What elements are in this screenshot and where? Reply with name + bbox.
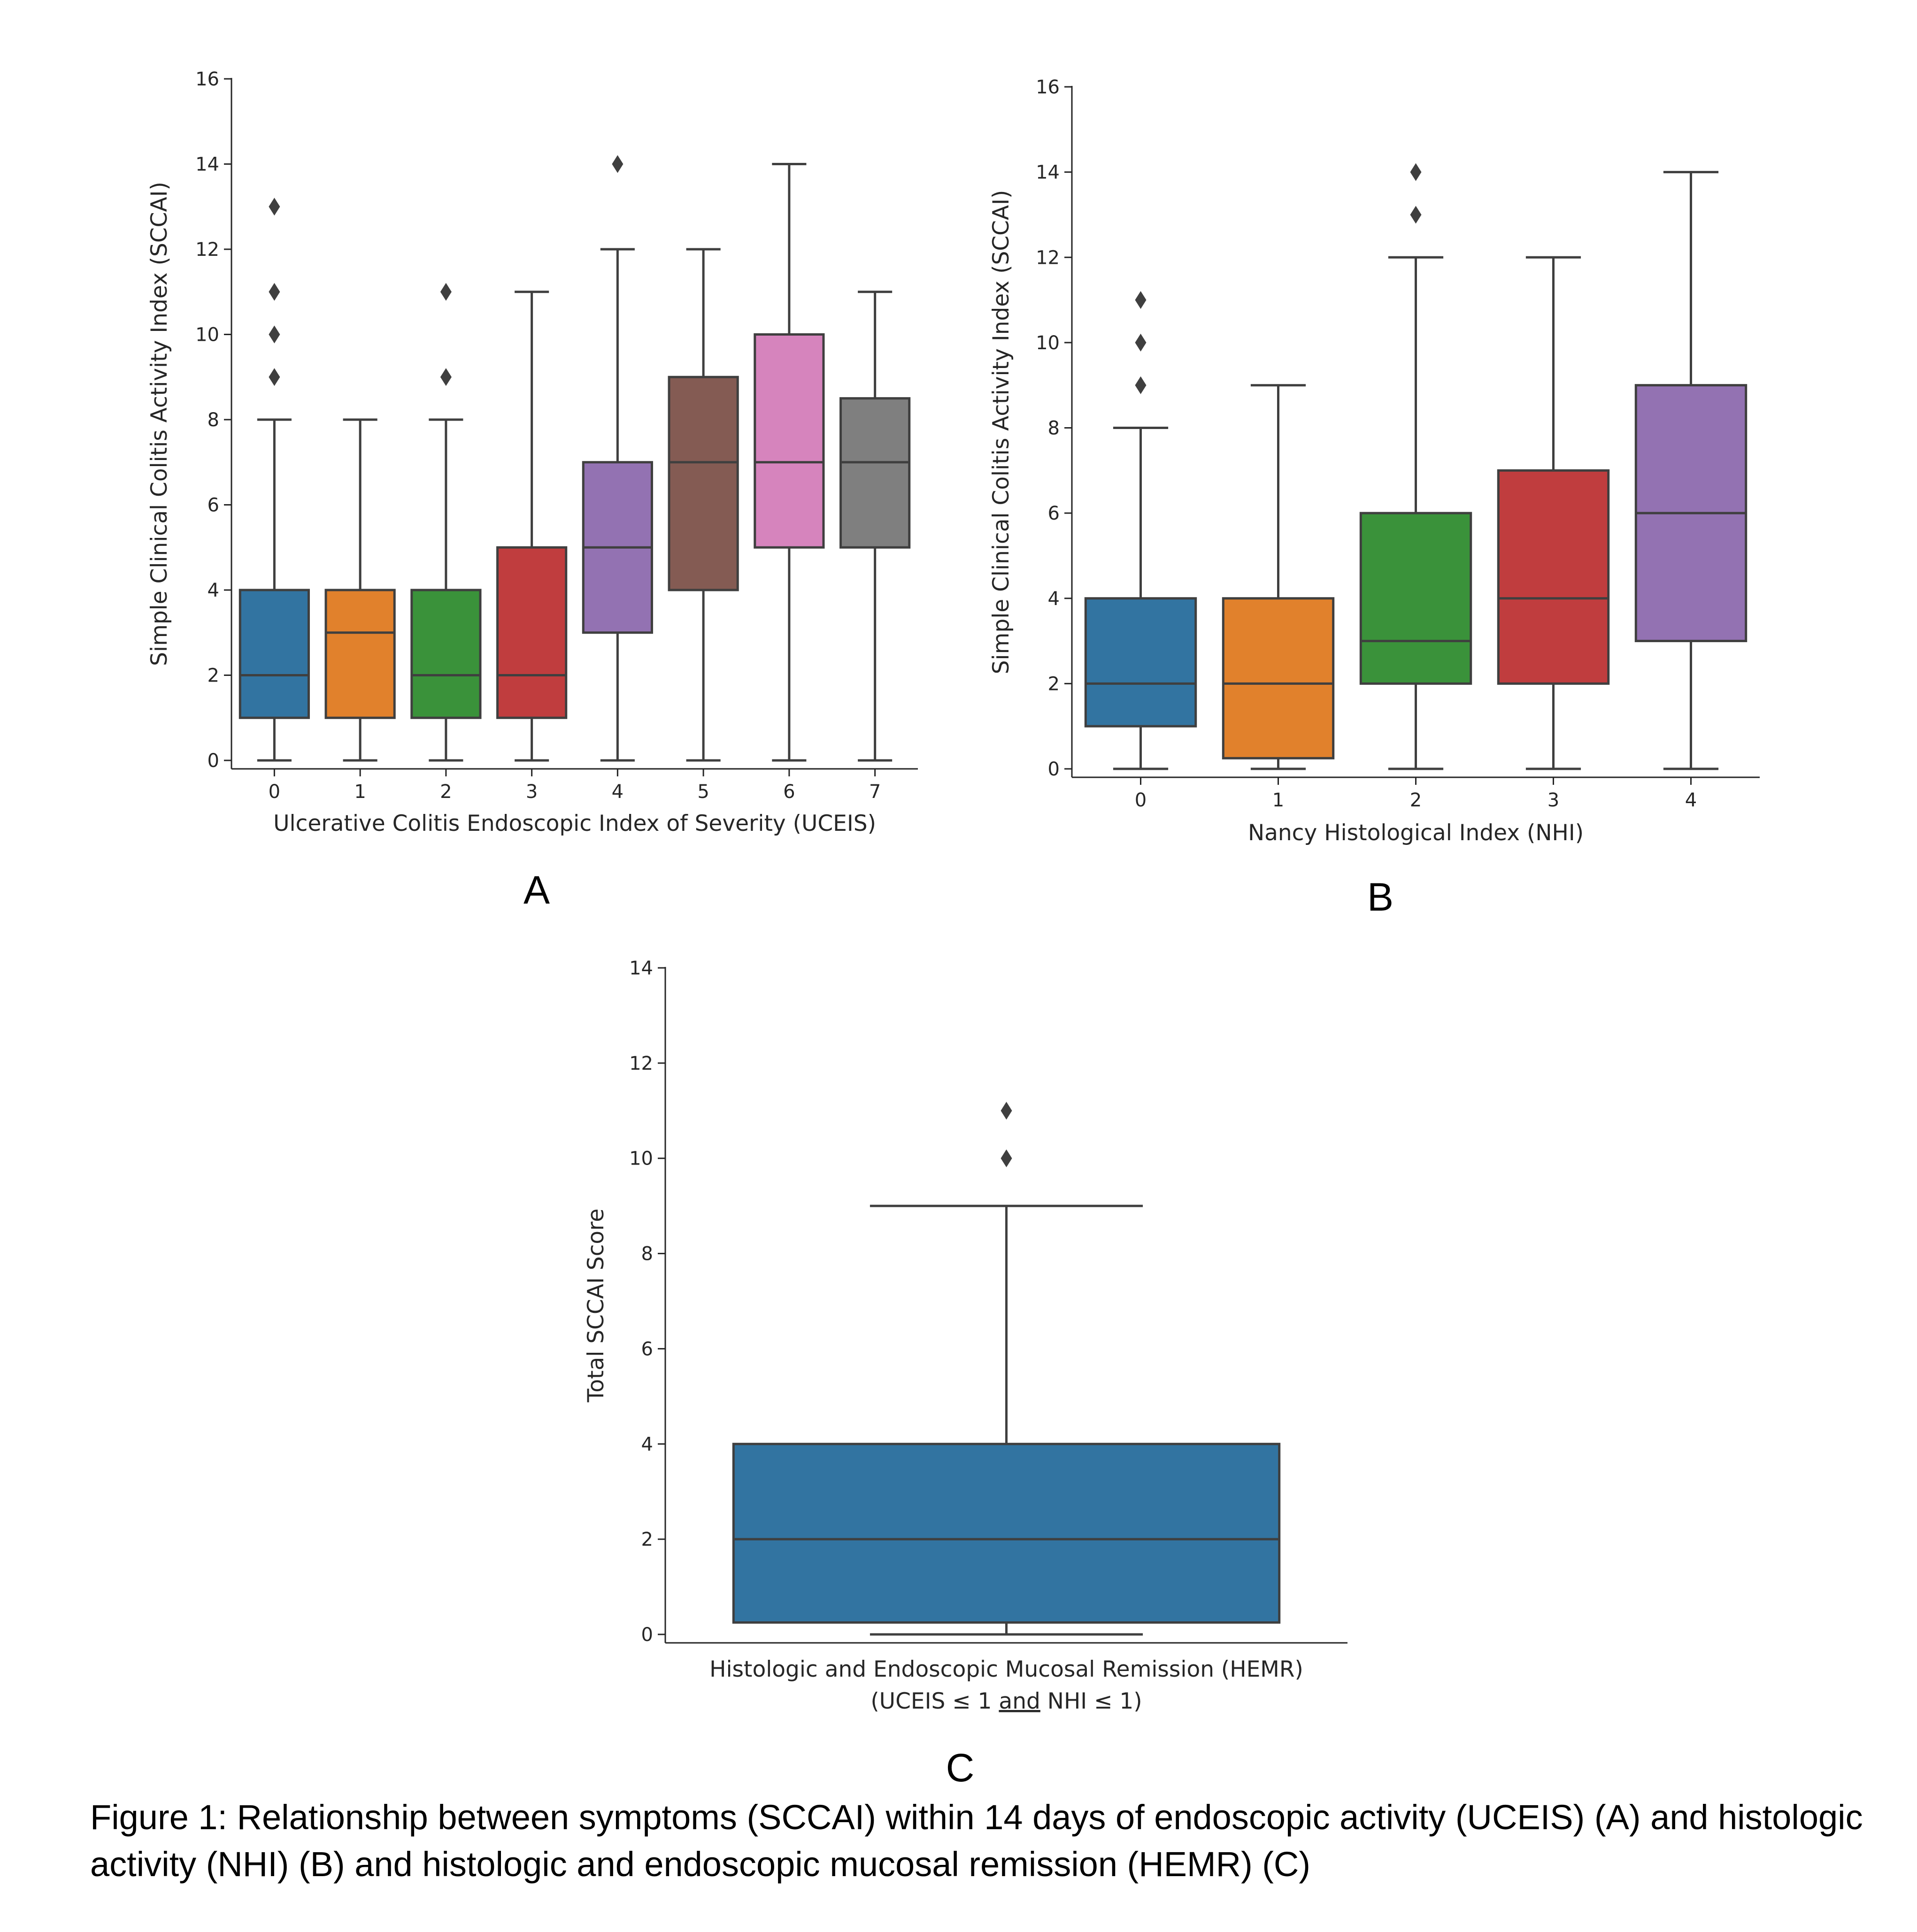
y-tick-label: 10 [1036,332,1060,354]
box-hemr [732,1442,1281,1624]
x-tick-label: 4 [1685,790,1697,811]
y-tick-label: 8 [641,1243,653,1265]
outlier-marker [269,368,280,386]
y-tick-label: 14 [1036,162,1060,184]
y-tick-label: 6 [208,495,219,516]
x-tick-label: 0 [269,781,280,803]
y-tick-label: 2 [641,1529,653,1550]
panel-a-letter: A [524,868,550,912]
y-tick-label: 16 [195,69,219,90]
box-1 [324,589,396,719]
y-axis-label: Simple Clinical Colitis Activity Index (… [988,190,1014,675]
outlier-marker [440,368,452,386]
outlier-marker [1135,333,1147,352]
x-axis-label: Nancy Histological Index (NHI) [1248,820,1584,846]
y-tick-label: 14 [195,154,219,176]
panel-b-letter: B [1367,875,1393,919]
panel-c-chart: 0 2 4 6 8 10 12 14 Total SCCAI Score Histologic a… [583,958,1347,1714]
y-axis-label: Total SCCAI Score [583,1209,609,1403]
y-axis-label: Simple Clinical Colitis Activity Index (… [146,182,172,666]
outlier-marker [1135,376,1147,394]
x-tick-label: 2 [1410,790,1422,811]
x-axis-label-part: NHI ≤ 1) [1040,1688,1142,1714]
outlier-marker [1001,1102,1012,1120]
y-tick-label: 8 [208,409,219,431]
x-tick-label: 3 [1547,790,1559,811]
outlier-marker [269,325,280,344]
box-1 [1222,597,1335,759]
outlier-marker [1001,1149,1012,1167]
panel-c-letter: C [946,1746,975,1790]
box-3 [1497,469,1610,685]
y-tick-label: 0 [641,1624,653,1646]
x-tick-label: 6 [783,781,795,803]
x-tick-label: 1 [354,781,366,803]
box-3 [496,546,568,719]
outlier-marker [269,283,280,301]
x-axis-label-line1: Histologic and Endoscopic Mucosal Remiss… [709,1656,1303,1682]
x-axis-label-line2: (UCEIS ≤ 1 and NHI ≤ 1) [870,1688,1142,1714]
x-tick-label: 3 [526,781,538,803]
box-2 [1359,512,1472,685]
x-tick-label: 2 [440,781,452,803]
box-2 [410,589,482,719]
x-tick-label: 0 [1135,790,1147,811]
y-tick-label: 4 [208,580,219,601]
y-tick-label: 0 [1048,759,1060,780]
y-tick-label: 8 [1048,418,1060,439]
x-tick-label: 4 [612,781,624,803]
y-tick-label: 10 [629,1148,653,1170]
x-axis-label: Ulcerative Colitis Endoscopic Index of S… [273,811,876,836]
y-tick-label: 12 [1036,247,1060,268]
outlier-marker [440,283,452,301]
y-tick-label: 12 [629,1053,653,1074]
y-tick-label: 4 [1048,588,1060,610]
y-tick-label: 10 [195,324,219,346]
y-tick-label: 12 [195,239,219,261]
outlier-marker [269,198,280,216]
box-7 [839,397,911,549]
figure-caption: Figure 1: Relationship between symptoms … [90,1798,1863,1884]
y-tick-label: 2 [208,665,219,687]
outlier-marker [1135,291,1147,309]
x-tick-label: 1 [1272,790,1284,811]
outlier-marker [1410,163,1422,181]
box-6 [754,333,825,549]
y-tick-label: 14 [629,958,653,979]
box-5 [668,376,739,591]
x-axis-label-part: (UCEIS ≤ 1 [870,1688,999,1714]
x-tick-label: 7 [869,781,881,803]
outlier-marker [1410,206,1422,224]
box-0 [1084,597,1197,728]
y-tick-label: 0 [208,750,219,772]
box-0 [239,589,310,719]
y-tick-label: 6 [1048,503,1060,524]
y-tick-label: 4 [641,1434,653,1455]
x-axis-label-emphasis: and [999,1688,1040,1714]
y-tick-label: 2 [1048,673,1060,695]
y-tick-label: 6 [641,1338,653,1360]
x-tick-label: 5 [697,781,709,803]
outlier-marker [612,155,624,173]
y-tick-label: 16 [1036,77,1060,98]
